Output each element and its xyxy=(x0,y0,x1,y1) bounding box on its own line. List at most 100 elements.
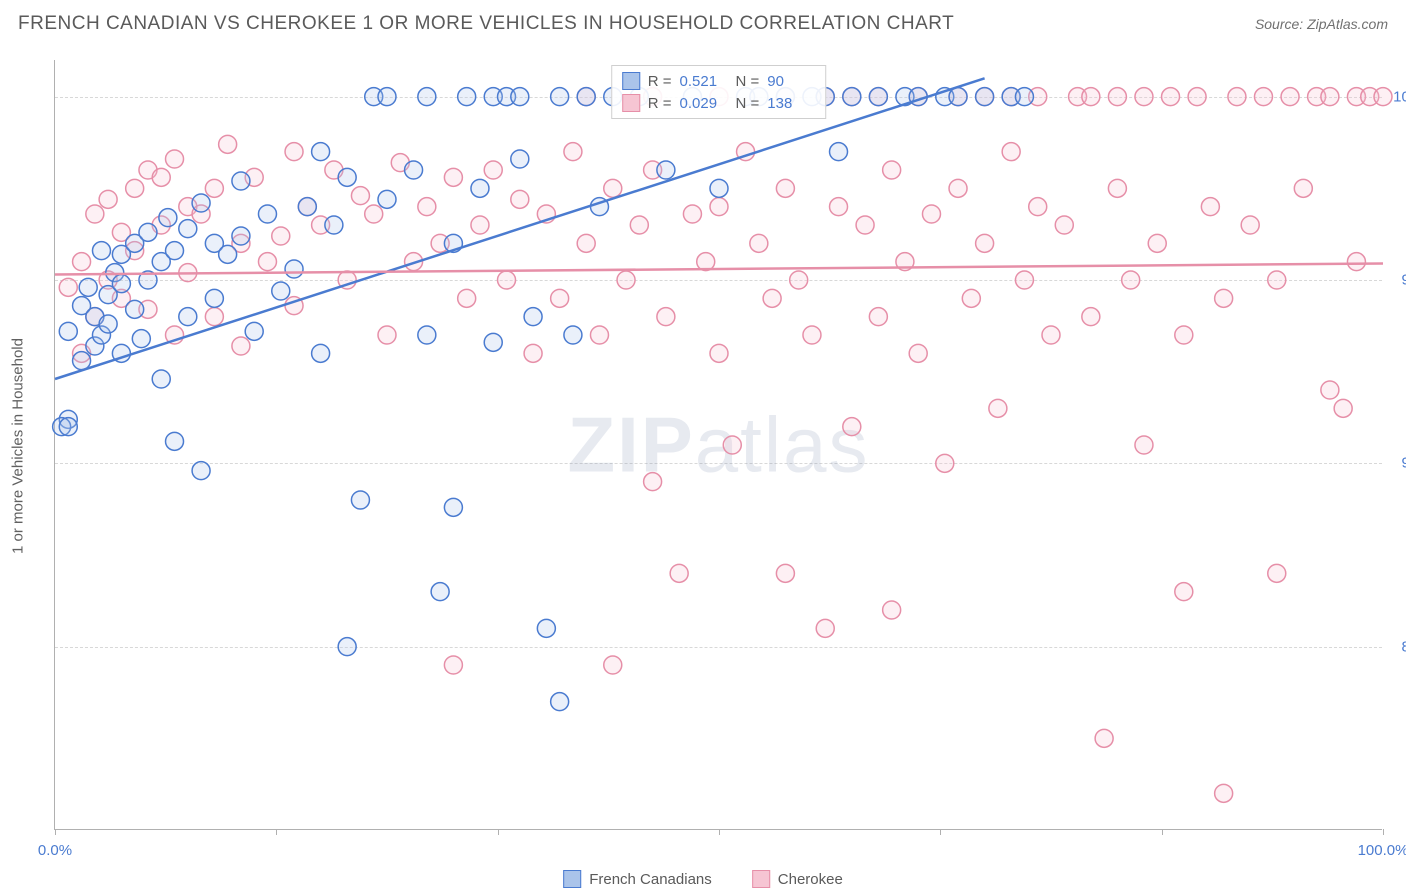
data-point xyxy=(1374,88,1392,106)
data-point xyxy=(949,88,967,106)
data-point xyxy=(524,344,542,362)
data-point xyxy=(1015,88,1033,106)
source-attribution: Source: ZipAtlas.com xyxy=(1255,16,1388,32)
data-point xyxy=(617,271,635,289)
data-point xyxy=(152,168,170,186)
data-point xyxy=(1334,399,1352,417)
y-tick-label: 100.0% xyxy=(1393,88,1406,105)
legend-swatch-series2 xyxy=(752,870,770,888)
data-point xyxy=(258,253,276,271)
data-point xyxy=(418,198,436,216)
data-point xyxy=(922,205,940,223)
data-point xyxy=(1254,88,1272,106)
data-point xyxy=(936,454,954,472)
data-point xyxy=(577,88,595,106)
data-point xyxy=(471,216,489,234)
data-point xyxy=(1082,308,1100,326)
data-point xyxy=(152,370,170,388)
data-point xyxy=(179,308,197,326)
data-point xyxy=(232,227,250,245)
data-point xyxy=(551,693,569,711)
data-point xyxy=(683,205,701,223)
legend-item-series1: French Canadians xyxy=(563,870,712,888)
data-point xyxy=(976,88,994,106)
data-point xyxy=(1294,179,1312,197)
data-point xyxy=(1281,88,1299,106)
data-point xyxy=(1215,289,1233,307)
data-point xyxy=(272,282,290,300)
data-point xyxy=(59,278,77,296)
data-point xyxy=(1042,326,1060,344)
data-point xyxy=(710,344,728,362)
data-point xyxy=(1321,381,1339,399)
data-point xyxy=(962,289,980,307)
data-point xyxy=(1108,88,1126,106)
stats-row-series2: R = 0.029 N = 138 xyxy=(622,92,816,114)
data-point xyxy=(883,161,901,179)
x-tick-label: 0.0% xyxy=(38,842,72,859)
data-point xyxy=(378,88,396,106)
data-point xyxy=(511,88,529,106)
n-value-series2: 138 xyxy=(767,95,815,112)
legend-label-series1: French Canadians xyxy=(589,871,712,888)
data-point xyxy=(312,344,330,362)
data-point xyxy=(99,190,117,208)
data-point xyxy=(444,168,462,186)
data-point xyxy=(73,253,91,271)
data-point xyxy=(192,194,210,212)
stats-legend-box: R = 0.521 N = 90 R = 0.029 N = 138 xyxy=(611,65,827,119)
data-point xyxy=(1095,729,1113,747)
data-point xyxy=(976,234,994,252)
data-point xyxy=(378,190,396,208)
data-point xyxy=(1201,198,1219,216)
data-point xyxy=(132,330,150,348)
data-point xyxy=(139,223,157,241)
data-point xyxy=(776,564,794,582)
data-point xyxy=(285,260,303,278)
data-point xyxy=(564,143,582,161)
data-point xyxy=(498,271,516,289)
chart-title: FRENCH CANADIAN VS CHEROKEE 1 OR MORE VE… xyxy=(18,13,954,35)
data-point xyxy=(338,168,356,186)
data-point xyxy=(590,326,608,344)
data-point xyxy=(670,564,688,582)
data-point xyxy=(1175,583,1193,601)
data-point xyxy=(159,209,177,227)
data-point xyxy=(232,337,250,355)
y-axis-title: 1 or more Vehicles in Household xyxy=(10,338,27,554)
data-point xyxy=(99,315,117,333)
data-point xyxy=(126,300,144,318)
data-point xyxy=(843,88,861,106)
data-point xyxy=(1347,253,1365,271)
data-point xyxy=(365,205,383,223)
data-point xyxy=(909,344,927,362)
data-point xyxy=(750,234,768,252)
data-point xyxy=(245,322,263,340)
data-point xyxy=(351,187,369,205)
data-point xyxy=(258,205,276,223)
data-point xyxy=(312,143,330,161)
data-point xyxy=(272,227,290,245)
legend-swatch-series1 xyxy=(563,870,581,888)
data-point xyxy=(1188,88,1206,106)
data-point xyxy=(790,271,808,289)
scatter-svg xyxy=(55,60,1382,829)
data-point xyxy=(298,198,316,216)
data-point xyxy=(1082,88,1100,106)
y-tick-label: 90.0% xyxy=(1401,455,1406,472)
data-point xyxy=(551,289,569,307)
n-value-series1: 90 xyxy=(767,73,815,90)
data-point xyxy=(551,88,569,106)
data-point xyxy=(949,179,967,197)
data-point xyxy=(1321,88,1339,106)
trend-line xyxy=(55,264,1383,275)
data-point xyxy=(1122,271,1140,289)
data-point xyxy=(205,179,223,197)
data-point xyxy=(816,619,834,637)
x-tick-label: 100.0% xyxy=(1358,842,1406,859)
data-point xyxy=(232,172,250,190)
data-point xyxy=(351,491,369,509)
data-point xyxy=(1148,234,1166,252)
data-point xyxy=(1268,564,1286,582)
data-point xyxy=(73,352,91,370)
